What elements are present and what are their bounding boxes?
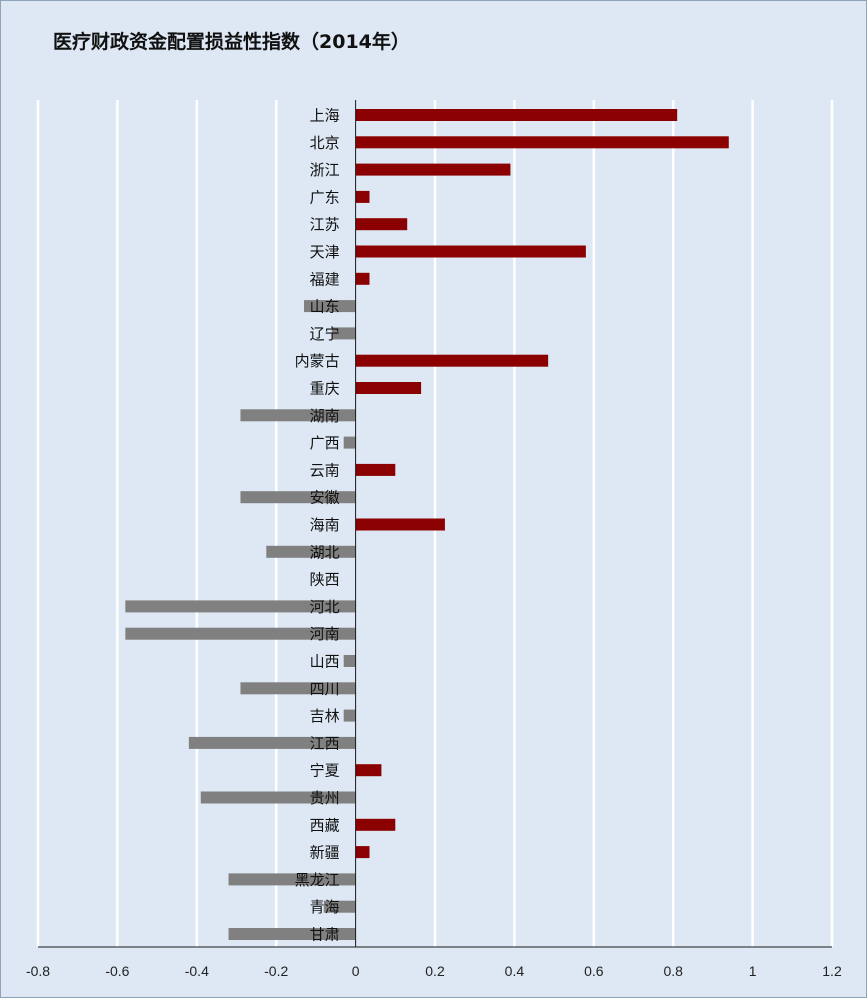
category-label: 新疆	[310, 844, 340, 862]
bar	[355, 136, 729, 149]
bar	[323, 900, 356, 913]
category-label: 辽宁	[310, 325, 340, 343]
bar	[355, 818, 396, 831]
category-label: 黑龙江	[295, 871, 340, 889]
x-tick-label: 0.2	[425, 963, 445, 979]
category-label: 吉林	[310, 707, 340, 725]
bar	[355, 764, 382, 777]
gridlines	[36, 100, 834, 947]
x-tick-label: 0.4	[505, 963, 525, 979]
chart-title: 医疗财政资金配置损益性指数（2014年）	[53, 31, 410, 53]
bar	[240, 491, 356, 504]
category-label: 江西	[310, 734, 340, 752]
bar	[240, 682, 356, 695]
category-label: 天津	[310, 243, 340, 261]
category-label: 重庆	[310, 380, 340, 398]
category-label: 安徽	[310, 489, 340, 507]
bar	[355, 163, 511, 176]
x-tick-labels: -0.8 -0.6 -0.4 -0.2 0 0.2 0.4 0.6 0.8 1 1.2	[26, 963, 842, 979]
category-label: 云南	[310, 461, 340, 479]
category-label: 北京	[310, 134, 340, 152]
bar	[331, 327, 356, 340]
x-tick-label: -0.4	[185, 963, 209, 979]
category-label: 湖北	[310, 543, 340, 561]
x-tick-label: 0	[352, 963, 360, 979]
category-label: 四川	[310, 680, 340, 698]
category-label: 甘肃	[310, 926, 340, 944]
category-label: 广东	[310, 188, 340, 206]
category-label: 浙江	[310, 161, 340, 179]
bar	[355, 463, 396, 476]
bar	[343, 655, 356, 667]
bar	[355, 354, 549, 367]
bar	[125, 600, 356, 613]
category-label: 陕西	[310, 571, 340, 589]
category-label: 湖南	[310, 407, 340, 425]
x-tick-label: 1.2	[822, 963, 842, 979]
x-tick-label: -0.8	[26, 963, 50, 979]
bar	[343, 709, 356, 722]
bar	[343, 436, 356, 449]
category-label: 河南	[310, 625, 340, 643]
x-tick-label: -0.6	[105, 963, 129, 979]
category-label: 西藏	[310, 816, 340, 834]
bar	[355, 518, 445, 531]
bar	[266, 545, 356, 558]
bar	[240, 409, 356, 422]
bar	[355, 218, 408, 231]
category-label: 内蒙古	[295, 352, 340, 370]
category-label: 海南	[310, 516, 340, 534]
category-label: 上海	[310, 107, 340, 125]
category-label: 福建	[310, 270, 340, 288]
bar	[200, 791, 356, 804]
category-label: 宁夏	[310, 762, 340, 780]
category-label: 青海	[310, 898, 340, 916]
category-label: 河北	[310, 598, 340, 616]
category-label: 贵州	[310, 789, 340, 807]
bars	[125, 109, 729, 940]
bar	[355, 382, 422, 394]
axes	[38, 100, 832, 948]
category-label: 山西	[310, 653, 340, 671]
bar	[355, 846, 370, 859]
bar	[125, 627, 356, 640]
bar	[355, 245, 586, 258]
bar	[355, 109, 678, 121]
bar	[355, 190, 370, 203]
bar	[228, 873, 356, 886]
x-tick-label: 1	[749, 963, 757, 979]
x-tick-label: -0.2	[264, 963, 288, 979]
x-tick-label: 0.8	[663, 963, 683, 979]
bar	[228, 928, 356, 940]
x-tick-label: 0.6	[584, 963, 604, 979]
category-label: 广西	[310, 434, 340, 452]
category-label: 江苏	[310, 216, 340, 234]
category-labels: 上海北京浙江广东江苏天津福建山东辽宁内蒙古重庆湖南广西云南安徽海南湖北陕西河北河…	[295, 107, 340, 944]
category-label: 山东	[310, 298, 340, 316]
bar	[303, 300, 356, 313]
bar	[188, 736, 356, 749]
bar	[355, 272, 370, 285]
